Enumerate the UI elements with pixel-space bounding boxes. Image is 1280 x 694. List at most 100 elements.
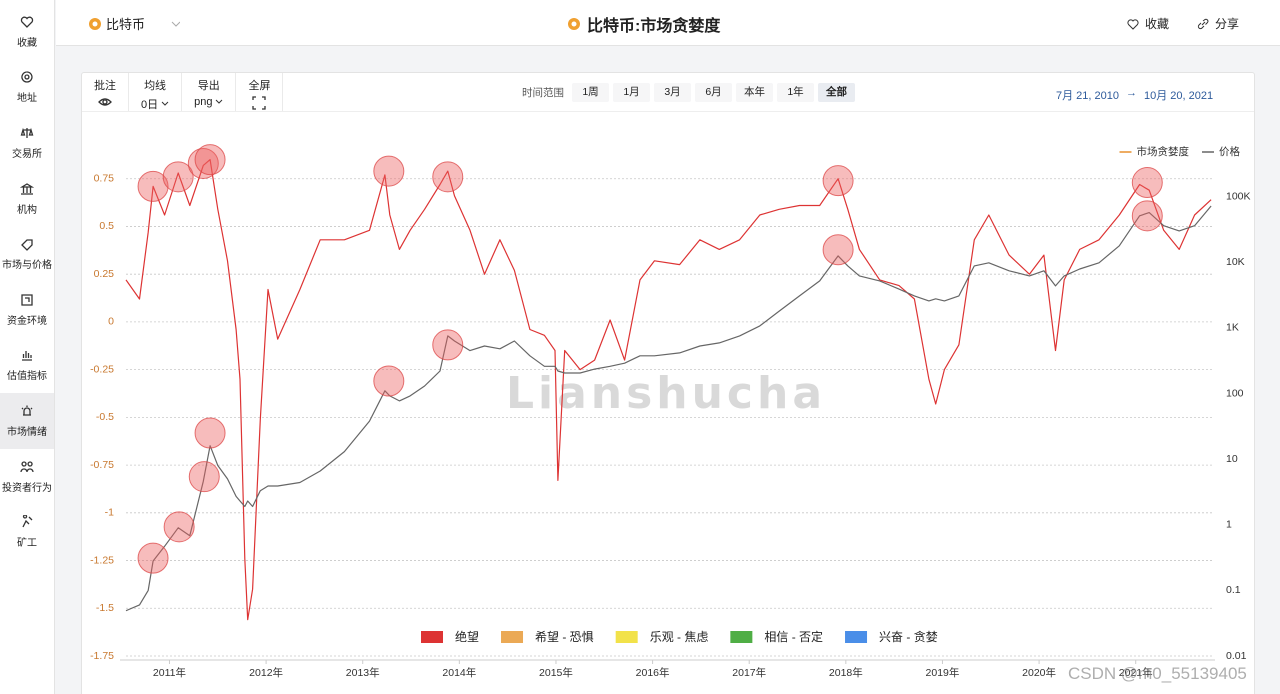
legend-swatch [615,631,638,643]
nav-label: 机构 [17,204,37,216]
highlight-circle [137,542,169,574]
nav-icon [21,294,33,306]
legend-label: 绝望 [455,629,479,644]
highlight-circle [194,417,226,449]
nav-item[interactable]: 矿工 [0,504,54,560]
y-tick-label: -1 [105,507,114,519]
action-label: 收藏 [1145,17,1170,31]
y2-tick-label: 10 [1226,453,1238,465]
coin-icon [568,18,580,30]
nav-item[interactable]: 投资者行为 [0,449,54,505]
watermark: Lianshucha [506,368,826,419]
nav-item[interactable]: 市场与价格 [0,226,54,282]
range-button[interactable]: 1周 [572,83,609,102]
y-tick-label: -1.25 [90,554,114,566]
nav-icon [20,127,34,138]
y2-tick-label: 10K [1226,256,1245,268]
arrow: → [1126,87,1137,99]
action-label: 分享 [1215,17,1240,31]
nav-label: 交易所 [12,148,42,160]
header: 比特币 比特币:市场贪婪度 收藏 分享 [56,0,1280,46]
highlight-circle [194,144,226,176]
range-button[interactable]: 3月 [654,83,691,102]
range-button[interactable]: 6月 [695,83,732,102]
y-tick-label: 0 [108,316,114,328]
range-button[interactable]: 本年 [736,83,773,102]
tool[interactable]: 导出 png [182,73,237,111]
nav-item[interactable]: 收藏 [0,4,54,60]
sidebar: 收藏 地址交易所机构市场与价格资金环境估值指标市场情绪 投资者行为 矿工 [0,0,55,694]
icon-shape [252,96,267,110]
y-tick-label: -0.25 [90,363,114,375]
icon-shape [22,351,32,362]
nav-item[interactable]: 机构 [0,171,54,227]
nav-item[interactable]: 市场情绪 [0,393,54,449]
y-tick-label: 0.25 [94,268,115,280]
chevron-shape [216,99,223,104]
range-button[interactable]: 1年 [777,83,814,102]
nav-item[interactable]: 地址 [0,60,54,116]
nav-item[interactable]: 交易所 [0,115,54,171]
tool-label: 全屏 [248,80,271,92]
y2-tick-label: 0.01 [1226,650,1247,662]
nav-icon [22,515,33,528]
coin-selector[interactable]: 比特币 [89,14,181,33]
nav-item[interactable]: 资金环境 [0,282,54,338]
chart: Lianshucha 0.75 0.5 0.25 0 -0.25 -0.5 -0.75 -1 -1… [90,144,1251,679]
x-tick-label: 2017年 [732,666,766,679]
nav-label: 估值指标 [7,371,47,383]
tool-value: png [194,96,213,108]
range-selector: 时间范围 1周 1月 3月 6月 本年 1年 全部 [522,83,855,102]
icon-shape [21,294,33,306]
series-line [125,159,1212,621]
share-button[interactable]: 分享 [1197,15,1239,32]
highlight-circle [432,329,464,361]
legend-label: 兴奋 - 贪婪 [879,629,938,644]
nav-icon [22,351,32,362]
tool[interactable]: 均线 0日 [129,73,183,111]
nav-label: 资金环境 [7,315,47,327]
nav-icon [20,16,34,28]
tool-value: 0日 [141,99,159,111]
range-label: 时间范围 [522,87,564,99]
tool-icon [98,98,112,106]
date-range[interactable]: 7月 21, 2010 → 10月 20, 2021 [1056,87,1213,103]
icon-shape [20,182,34,195]
range-button[interactable]: 1月 [613,83,650,102]
y-tick-label: 0.5 [99,220,114,232]
icon-shape [20,16,34,28]
legend-label: 市场贪婪度 [1137,145,1190,158]
tool-label: 均线 [144,80,167,92]
title-text: 比特币:市场贪婪度 [587,18,721,35]
series-line [125,205,1212,612]
range-button[interactable]: 全部 [818,83,855,102]
x-tick-label: 2013年 [346,666,380,679]
nav-icon [21,405,33,416]
page-title: 比特币:市场贪婪度 [568,12,720,36]
y2-tick-label: 100K [1226,190,1251,202]
highlight-circle [162,161,194,193]
legend-swatch [845,631,868,643]
nav-item[interactable]: 估值指标 [0,338,54,394]
tools: 批注 均线 0日 导出 png 全屏 [82,73,284,111]
icon-shape [20,127,34,138]
legend-label: 价格 [1219,145,1241,158]
x-tick-label: 2012年 [249,666,283,679]
tool[interactable]: 批注 [82,73,129,111]
heart-icon [1127,18,1139,30]
plot: Lianshucha 0.75 0.5 0.25 0 -0.25 -0.5 -0.75 -1 -1… [90,144,1251,679]
x-tick-label: 2020年 [1022,666,1056,679]
favorite-button[interactable]: 收藏 [1127,15,1169,32]
tool-control [98,96,112,110]
y-tick-label: -0.5 [96,411,114,423]
highlight-circle [137,170,169,202]
link-icon [1197,18,1209,29]
tool[interactable]: 全屏 [236,73,284,111]
icon-shape [21,71,33,83]
y-tick-label: -1.5 [96,602,114,614]
tool-label: 批注 [94,80,116,92]
legend-swatch [421,631,443,643]
highlight-circle [188,461,220,493]
highlight-circle [373,155,405,187]
